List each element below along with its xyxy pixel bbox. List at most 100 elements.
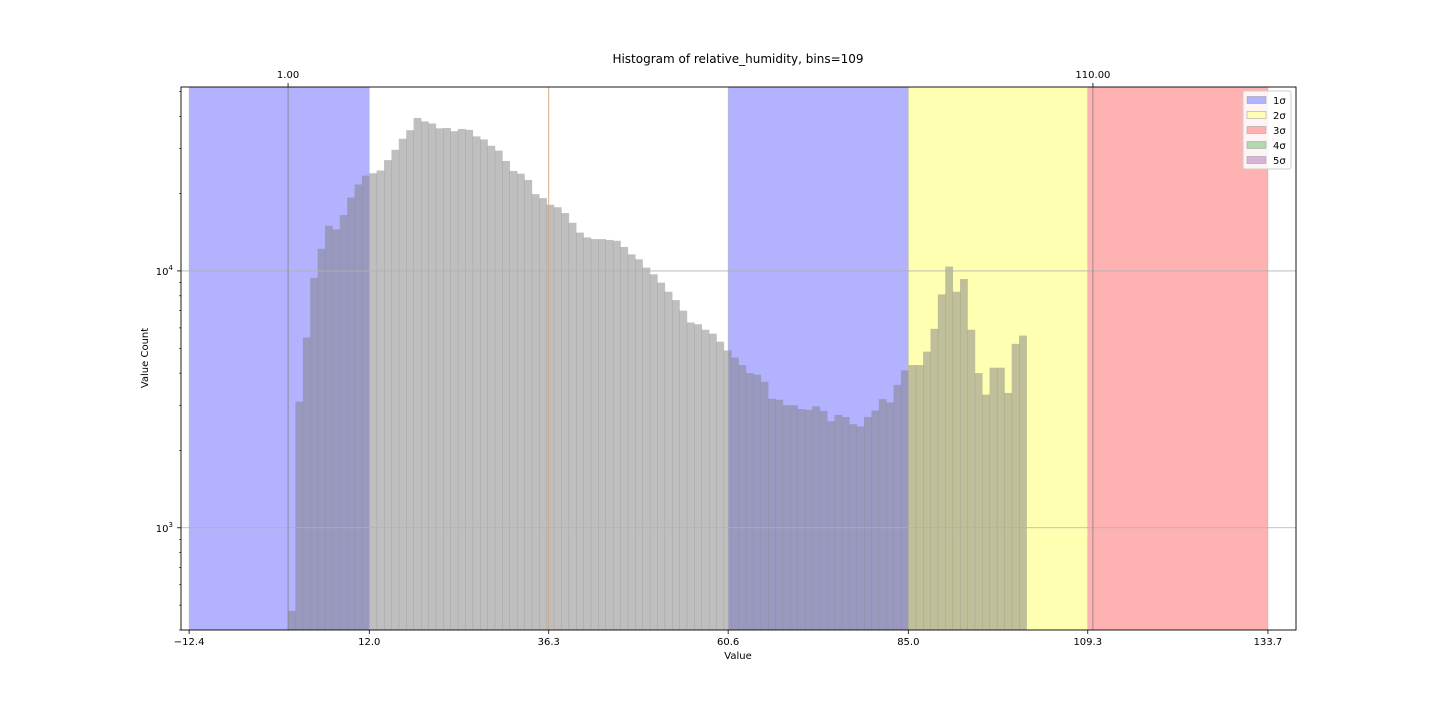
- histogram-bar: [406, 130, 414, 630]
- histogram-bar: [413, 117, 422, 631]
- histogram-bar: [812, 406, 821, 630]
- histogram-bar: [546, 204, 555, 630]
- histogram-bar: [923, 351, 931, 630]
- x-tick-label: 109.3: [1073, 637, 1102, 648]
- legend-label: 2σ: [1273, 111, 1286, 122]
- histogram-bar: [317, 248, 326, 631]
- legend: 1σ 2σ 3σ 4σ 5σ: [1242, 90, 1292, 170]
- histogram-bar: [878, 399, 887, 630]
- chart-title: Histogram of relative_humidity, bins=109: [612, 52, 863, 66]
- histogram-bar: [945, 266, 954, 630]
- histogram-bar: [790, 405, 798, 630]
- legend-swatch: [1246, 126, 1267, 134]
- histogram-bar: [561, 213, 570, 630]
- histogram-bar: [295, 401, 304, 630]
- histogram-bar: [1011, 343, 1020, 630]
- histogram-bar: [804, 409, 813, 630]
- histogram-bar: [738, 365, 747, 630]
- legend-label: 4σ: [1273, 141, 1286, 152]
- histogram-bar: [642, 267, 651, 630]
- top-tick-label: 110.00: [1075, 70, 1110, 81]
- plot-frame: [180, 86, 1297, 631]
- histogram-bar: [871, 410, 880, 630]
- x-tick-label: 60.6: [717, 637, 739, 648]
- legend-label: 5σ: [1273, 156, 1286, 167]
- histogram-bar: [915, 365, 924, 630]
- histogram-bar: [760, 381, 769, 630]
- histogram-bar: [701, 329, 710, 630]
- histogram-bar: [509, 170, 518, 630]
- histogram-bar: [827, 421, 835, 630]
- histogram-bar: [443, 128, 451, 630]
- histogram-bar: [841, 416, 850, 630]
- histogram-bar: [694, 324, 702, 630]
- x-tick-label: 133.7: [1254, 637, 1283, 648]
- histogram-bar: [967, 329, 976, 630]
- histogram-bar: [864, 416, 872, 630]
- histogram-bar: [605, 239, 614, 630]
- histogram-bar: [982, 394, 990, 630]
- histogram-bar: [893, 384, 902, 630]
- histogram-bar: [635, 259, 643, 630]
- histogram-bar: [539, 198, 547, 630]
- histogram-bar: [576, 232, 584, 630]
- histogram-bar: [398, 138, 407, 630]
- histogram-bar: [288, 610, 296, 630]
- histogram-bar: [849, 424, 858, 630]
- legend-label: 1σ: [1273, 96, 1286, 107]
- histogram-bar: [516, 173, 525, 630]
- histogram-bar: [332, 229, 341, 630]
- histogram-bar: [960, 279, 968, 630]
- histogram-bar: [450, 131, 459, 631]
- histogram-bar: [886, 402, 894, 630]
- histogram-bar: [391, 149, 400, 630]
- histogram-bar: [553, 207, 562, 630]
- legend-swatch: [1246, 96, 1267, 104]
- plot-area: −12.4 12.0 36.3 60.6 85.0 109.3 133.7 1.00 110.0…: [156, 70, 1297, 648]
- histogram-bar: [996, 367, 1005, 630]
- histogram-bar: [590, 239, 599, 631]
- histogram-bar: [472, 136, 481, 631]
- histogram-bar: [679, 310, 688, 630]
- y-tick-label: 103: [156, 521, 173, 535]
- histogram-bar: [664, 291, 673, 630]
- x-tick-label: 36.3: [538, 637, 560, 648]
- histogram-bar: [819, 410, 828, 630]
- histogram-bar: [856, 426, 865, 630]
- histogram-bar: [494, 150, 503, 631]
- histogram-bar: [435, 128, 444, 630]
- histogram-bar: [480, 139, 488, 631]
- histogram-bar: [339, 215, 348, 630]
- y-tick-label: 104: [156, 264, 174, 278]
- histogram-bar: [731, 357, 739, 630]
- histogram-bar: [324, 225, 333, 631]
- histogram-bar: [989, 367, 998, 630]
- y-axis-label: Value Count: [140, 328, 151, 388]
- histogram-bar: [768, 398, 776, 630]
- histogram-bar: [974, 373, 983, 630]
- x-axis-label: Value: [724, 651, 751, 662]
- histogram-bar: [487, 145, 496, 631]
- histogram-bar: [598, 239, 606, 631]
- legend-box: [1242, 90, 1292, 170]
- histogram-bar: [797, 409, 806, 630]
- histogram-bar: [753, 374, 762, 630]
- histogram-bar: [937, 294, 946, 630]
- x-tick-label: −12.4: [174, 637, 205, 648]
- histogram-bar: [716, 341, 725, 630]
- histogram-bar: [952, 291, 961, 630]
- histogram-bar: [302, 337, 311, 630]
- histogram-bar: [347, 197, 355, 631]
- histogram-bar: [900, 370, 909, 630]
- histogram-bar: [361, 175, 370, 630]
- histogram-bar: [384, 160, 392, 631]
- histogram-bar: [620, 246, 629, 630]
- histogram-bar: [657, 282, 666, 630]
- histogram-bar: [310, 277, 319, 630]
- histogram-bar: [428, 123, 437, 631]
- top-tick-label: 1.00: [277, 70, 299, 81]
- histogram-bar: [782, 405, 791, 630]
- histogram-bar: [612, 240, 621, 630]
- histogram-bar: [457, 128, 466, 630]
- histogram-bar: [775, 399, 784, 630]
